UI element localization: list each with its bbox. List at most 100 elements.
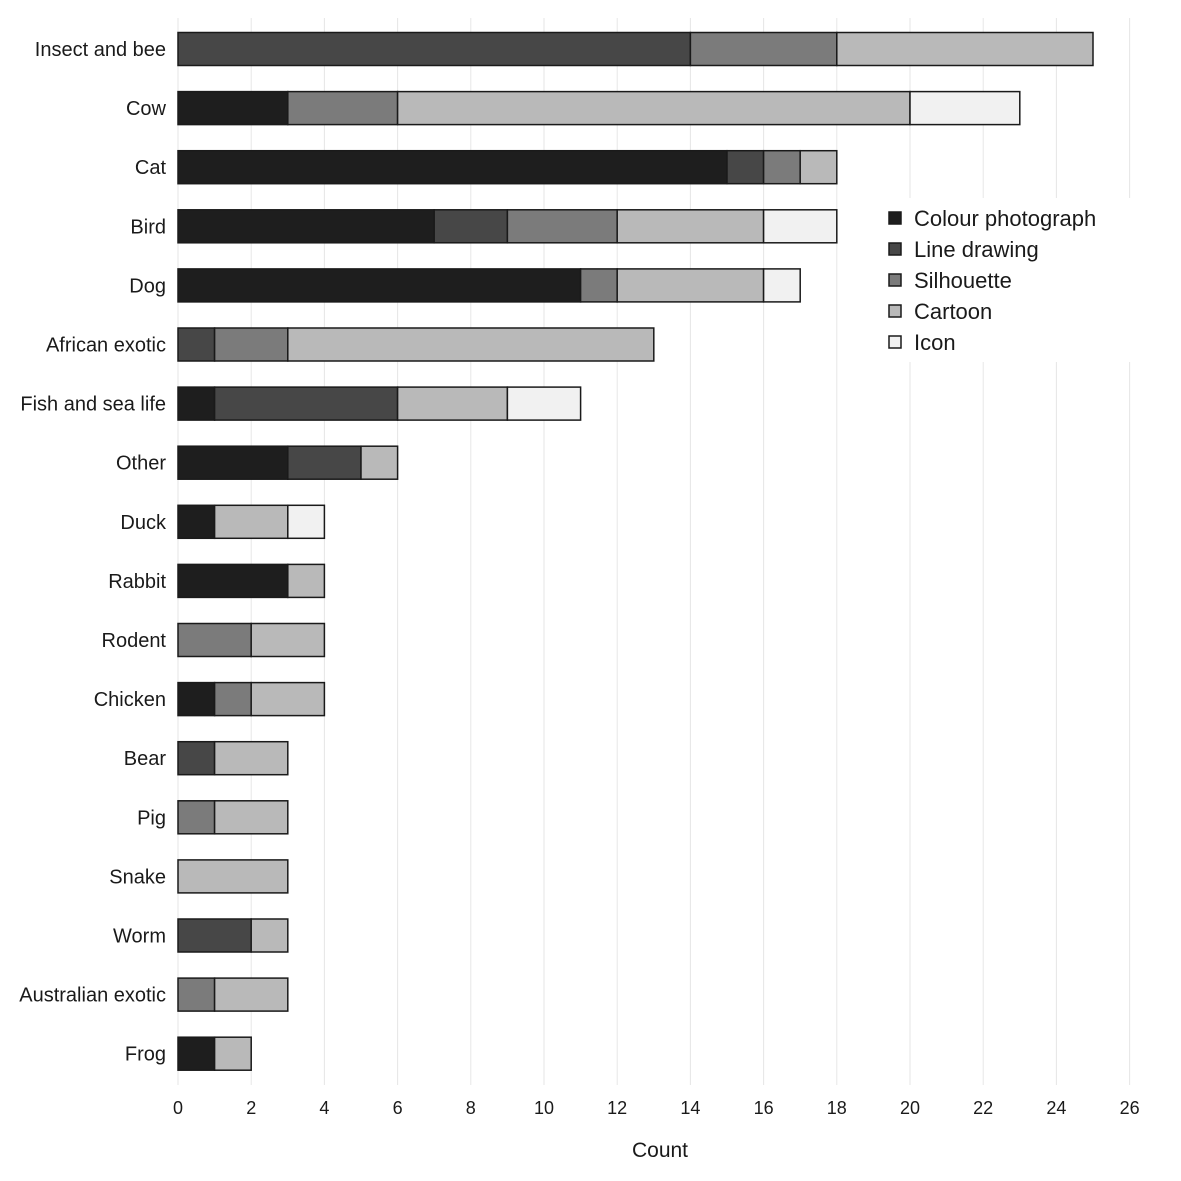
x-tick-label-18: 18 [827, 1098, 847, 1118]
bar-segment-rabbit-cartoon [287, 563, 326, 599]
x-tick-label-20: 20 [900, 1098, 920, 1118]
bar-segment-bear-cartoon [213, 740, 289, 776]
legend-swatch-icon [888, 335, 902, 349]
bar-segment-bird-colour-photograph [177, 209, 435, 244]
bar-segment-cow-cartoon [396, 90, 911, 126]
bar-segment-fish-and-sea-life-cartoon [396, 386, 509, 421]
legend-swatch-colour-photograph [888, 211, 902, 225]
bar-bear [177, 740, 289, 776]
category-label-duck: Duck [120, 512, 167, 534]
bar-segment-worm-cartoon [250, 918, 289, 953]
legend-label-silhouette: Silhouette [914, 268, 1012, 293]
bar-insect-and-bee [177, 31, 1094, 67]
x-tick-labels: 0 2 4 6 8 10 12 14 16 18 20 22 24 26 [173, 1098, 1140, 1118]
category-label-rodent: Rodent [102, 630, 167, 652]
bar-segment-fish-and-sea-life-line-drawing [213, 386, 399, 421]
x-tick-label-22: 22 [973, 1098, 993, 1118]
category-label-snake: Snake [109, 866, 166, 888]
bar-segment-pig-cartoon [213, 800, 289, 835]
bar-african-exotic [177, 327, 655, 362]
category-label-insect-and-bee: Insect and bee [35, 39, 166, 61]
bar-segment-duck-cartoon [213, 504, 289, 540]
x-tick-label-16: 16 [754, 1098, 774, 1118]
gridlines [177, 18, 1131, 1085]
bar-duck [177, 504, 326, 540]
bar-chicken [177, 681, 326, 717]
legend-item-colour-photograph: Colour photograph [888, 206, 1096, 231]
legend-label-icon: Icon [914, 330, 956, 355]
category-label-fish-and-sea-life: Fish and sea life [20, 394, 166, 416]
legend: Colour photograph Line drawing Silhouette C… [876, 198, 1138, 362]
bar-segment-african-exotic-cartoon [287, 327, 655, 362]
bar-segment-bird-line-drawing [433, 209, 509, 244]
legend-swatch-silhouette [888, 273, 902, 287]
bar-segment-cat-silhouette [762, 149, 801, 185]
x-tick-label-8: 8 [466, 1098, 476, 1118]
bar-segment-cow-silhouette [287, 90, 399, 126]
category-label-worm: Worm [113, 926, 166, 948]
category-label-other: Other [116, 453, 166, 475]
bar-segment-other-colour-photograph [177, 445, 289, 480]
bar-segment-rodent-silhouette [177, 622, 252, 658]
bar-segment-australian-exotic-silhouette [177, 977, 216, 1012]
category-label-pig: Pig [137, 807, 166, 829]
bar-segment-rabbit-colour-photograph [177, 563, 289, 599]
bar-segment-chicken-colour-photograph [177, 681, 216, 717]
x-tick-label-14: 14 [680, 1098, 700, 1118]
bar-segment-cat-colour-photograph [177, 149, 728, 185]
bar-segment-worm-line-drawing [177, 918, 252, 953]
bars [177, 31, 1094, 1071]
bar-fish-and-sea-life [177, 386, 582, 421]
bar-segment-pig-silhouette [177, 800, 216, 835]
category-label-australian-exotic: Australian exotic [19, 985, 166, 1007]
legend-label-line-drawing: Line drawing [914, 237, 1039, 262]
legend-item-silhouette: Silhouette [888, 268, 1012, 293]
legend-background [876, 198, 1138, 362]
bar-segment-cat-cartoon [799, 149, 838, 185]
bar-segment-cow-icon [909, 90, 1021, 126]
bar-segment-cat-line-drawing [726, 149, 765, 185]
legend-item-line-drawing: Line drawing [888, 237, 1039, 262]
bar-segment-fish-and-sea-life-icon [506, 386, 582, 421]
bar-segment-bird-icon [762, 209, 838, 244]
bar-segment-insect-and-bee-cartoon [836, 31, 1094, 67]
category-label-rabbit: Rabbit [108, 571, 166, 593]
category-label-african-exotic: African exotic [46, 335, 166, 357]
legend-swatch-cartoon [888, 304, 902, 318]
bar-segment-snake-cartoon [177, 859, 289, 894]
x-tick-label-26: 26 [1120, 1098, 1140, 1118]
bar-cow [177, 90, 1021, 126]
x-tick-label-12: 12 [607, 1098, 627, 1118]
bar-segment-rodent-cartoon [250, 622, 326, 658]
category-label-cow: Cow [126, 98, 167, 120]
category-label-cat: Cat [135, 157, 167, 179]
category-label-bird: Bird [130, 216, 166, 238]
category-label-dog: Dog [129, 275, 166, 297]
x-tick-label-24: 24 [1046, 1098, 1066, 1118]
x-tick-label-10: 10 [534, 1098, 554, 1118]
x-tick-label-2: 2 [246, 1098, 256, 1118]
bar-segment-duck-colour-photograph [177, 504, 216, 540]
bar-segment-bird-cartoon [616, 209, 765, 244]
legend-label-colour-photograph: Colour photograph [914, 206, 1096, 231]
bar-segment-bird-silhouette [506, 209, 618, 244]
bar-worm [177, 918, 289, 953]
bar-bird [177, 209, 838, 244]
category-label-bear: Bear [124, 748, 167, 770]
bar-segment-other-line-drawing [287, 445, 362, 480]
bar-segment-frog-cartoon [213, 1036, 252, 1071]
bar-segment-australian-exotic-cartoon [213, 977, 289, 1012]
bar-segment-dog-colour-photograph [177, 268, 582, 303]
bar-segment-cow-colour-photograph [177, 90, 289, 126]
category-label-frog: Frog [125, 1044, 166, 1066]
bar-frog [177, 1036, 252, 1071]
bar-segment-insect-and-bee-silhouette [689, 31, 838, 67]
bar-segment-duck-icon [287, 504, 326, 540]
x-axis-title: Count [632, 1139, 688, 1162]
bar-segment-dog-icon [762, 268, 801, 303]
legend-item-icon: Icon [888, 330, 956, 355]
bar-rodent [177, 622, 326, 658]
bar-segment-african-exotic-line-drawing [177, 327, 216, 362]
legend-item-cartoon: Cartoon [888, 299, 992, 324]
